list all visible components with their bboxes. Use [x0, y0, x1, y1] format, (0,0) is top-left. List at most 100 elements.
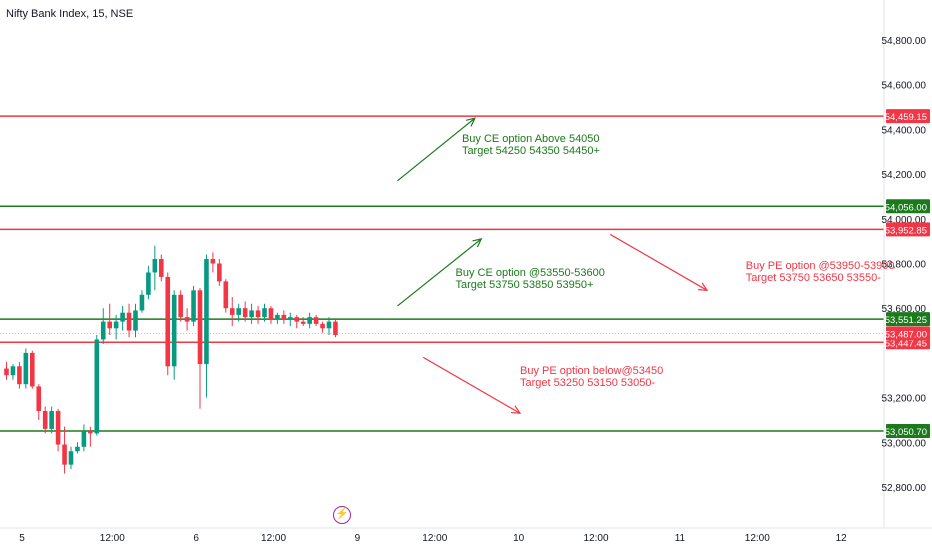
candle-body[interactable] — [268, 308, 274, 320]
x-tick-label: 12:00 — [584, 533, 609, 544]
candle-body[interactable] — [17, 366, 22, 385]
x-tick-label: 11 — [675, 533, 686, 544]
trade-annotation[interactable]: Buy CE option Above 54050 Target 54250 54… — [462, 133, 600, 157]
price-axis[interactable]: 54,800.00 54,600.00 54,400.00 54,200.00 54,0… — [882, 0, 931, 528]
candle-body[interactable] — [30, 352, 35, 387]
candle-body[interactable] — [313, 317, 319, 324]
annotation-line: Target 53250 53150 53050- — [520, 377, 656, 390]
last-price-label: 53,487.00 — [885, 329, 927, 340]
candle-body[interactable] — [210, 259, 216, 264]
candle-body[interactable] — [255, 310, 261, 318]
candle-body[interactable] — [55, 411, 61, 445]
y-tick-label: 53,800.00 — [882, 260, 927, 271]
horizontal-levels — [0, 115, 884, 432]
candle-body[interactable] — [4, 368, 9, 376]
candle-body[interactable] — [307, 317, 312, 324]
annotation-line: Buy CE option Above 54050 — [461, 133, 600, 146]
candle-body[interactable] — [249, 310, 254, 318]
y-tick-label: 54,000.00 — [882, 215, 927, 226]
level-price-tag — [886, 109, 930, 124]
level-price-label: 54,056.00 — [885, 202, 927, 213]
candle-body[interactable] — [171, 294, 177, 367]
candle-body[interactable] — [217, 263, 222, 282]
candle-body[interactable] — [281, 314, 287, 320]
candle-body[interactable] — [223, 281, 229, 309]
candle-body[interactable] — [75, 446, 80, 452]
candles — [4, 245, 338, 474]
level-price-label: 53,551.25 — [885, 315, 927, 326]
y-tick-label: 53,000.00 — [882, 438, 927, 449]
candle-body[interactable] — [300, 321, 306, 324]
candle-body[interactable] — [184, 317, 190, 322]
candle-body[interactable] — [242, 308, 248, 318]
candle-body[interactable] — [100, 321, 106, 340]
arrow-head — [465, 117, 476, 127]
candle-body[interactable] — [152, 259, 158, 273]
level-price-label: 53,050.70 — [885, 427, 927, 438]
candle-body[interactable] — [120, 312, 125, 322]
candle-body[interactable] — [88, 431, 93, 434]
candle-body[interactable] — [333, 321, 338, 336]
candle-body[interactable] — [275, 314, 280, 320]
x-tick-label: 6 — [193, 533, 199, 544]
candle-body[interactable] — [139, 294, 145, 311]
arrow-head — [472, 238, 483, 248]
candle-body[interactable] — [288, 317, 293, 320]
candle-body[interactable] — [126, 312, 132, 331]
candle-body[interactable] — [49, 411, 54, 429]
trade-annotation[interactable]: Buy CE option @53550-53600 Target 53750 5… — [456, 267, 605, 291]
candle-body[interactable] — [159, 259, 164, 277]
y-tick-label: 54,800.00 — [882, 36, 927, 47]
candle-body[interactable] — [146, 272, 151, 295]
level-price-tag — [886, 222, 930, 237]
candle-body[interactable] — [262, 308, 267, 318]
y-tick-label: 53,200.00 — [882, 394, 927, 405]
y-tick-label: 53,600.00 — [882, 304, 927, 315]
annotation-line: Target 53750 53850 53950+ — [455, 279, 594, 292]
candle-body[interactable] — [113, 321, 119, 329]
candle-body[interactable] — [178, 294, 183, 318]
candle-body[interactable] — [197, 290, 203, 365]
candle-body[interactable] — [10, 366, 16, 376]
time-axis[interactable]: 5 12:00 6 12:00 9 12:00 10 12:00 11 12:00 12 — [0, 527, 932, 544]
candle-body[interactable] — [326, 321, 332, 329]
trend-arrow[interactable] — [397, 238, 482, 307]
candle-body[interactable] — [68, 451, 74, 465]
trade-annotation[interactable]: Buy PE option @53950-53900 Target 53750 5… — [746, 260, 895, 284]
x-tick-label: 9 — [355, 533, 361, 544]
candle-body[interactable] — [107, 321, 112, 329]
y-tick-label: 54,600.00 — [882, 81, 927, 92]
candle-body[interactable] — [165, 276, 171, 367]
candle-body[interactable] — [94, 339, 100, 434]
candle-body[interactable] — [81, 431, 87, 447]
candle-body[interactable] — [294, 317, 300, 322]
candle-body[interactable] — [229, 308, 235, 315]
candle-body[interactable] — [62, 444, 67, 465]
lightning-icon[interactable]: ⚡ — [333, 506, 351, 524]
annotation-line: Target 54250 54350 54450+ — [461, 145, 600, 158]
trend-arrow[interactable] — [397, 117, 476, 182]
candle-body[interactable] — [191, 290, 196, 322]
candle-body[interactable] — [42, 411, 48, 429]
x-tick-label: 5 — [19, 533, 25, 544]
annotation-line: Buy PE option below@53450 — [520, 365, 664, 378]
x-tick-label: 12 — [836, 533, 848, 544]
x-tick-label: 12:00 — [422, 533, 447, 544]
candle-body[interactable] — [320, 323, 325, 329]
candle-body[interactable] — [36, 386, 42, 412]
candle-body[interactable] — [133, 310, 138, 331]
arrow-head — [510, 405, 522, 414]
x-tick-label: 12:00 — [100, 533, 125, 544]
trend-arrow[interactable] — [422, 356, 521, 414]
candle-body[interactable] — [236, 308, 241, 315]
trade-annotation[interactable]: Buy PE option below@53450 Target 53250 53… — [520, 365, 663, 389]
last-price-tag — [886, 326, 930, 341]
trend-arrow[interactable] — [609, 233, 708, 291]
x-tick-label: 10 — [513, 533, 525, 544]
annotation-line: Buy CE option @53550-53600 — [455, 267, 605, 280]
candle-body[interactable] — [204, 259, 209, 365]
candle-body[interactable] — [23, 352, 29, 385]
level-price-tag — [886, 423, 930, 438]
